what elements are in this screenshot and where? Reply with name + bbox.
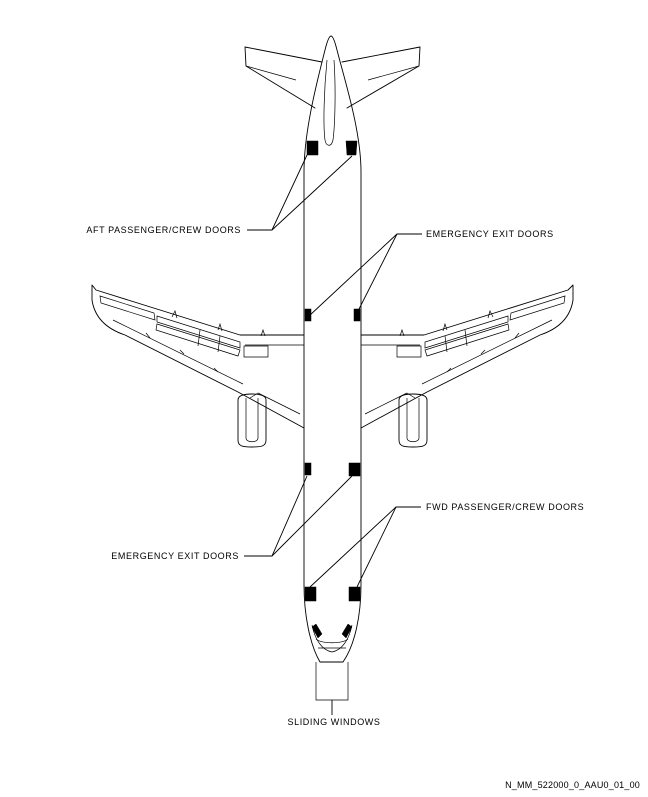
label-aft-passenger-crew-doors: AFT PASSENGER/CREW DOORS — [86, 225, 241, 235]
left-wing — [91, 284, 305, 429]
right-engine — [398, 393, 428, 448]
label-emergency-exit-doors-upper: EMERGENCY EXIT DOORS — [426, 229, 554, 239]
emergency-exit-upper-right — [353, 308, 361, 322]
fwd-door-right — [348, 586, 361, 602]
sliding-window-right — [341, 623, 353, 639]
aft-passenger-crew-doors — [306, 140, 358, 156]
fwd-door-left — [304, 586, 317, 602]
aft-door-right — [345, 140, 358, 156]
sliding-window-left — [311, 623, 323, 639]
emergency-exit-lower-right — [348, 462, 361, 477]
left-engine — [237, 393, 267, 448]
right-wing — [360, 284, 574, 429]
label-fwd-passenger-crew-doors: FWD PASSENGER/CREW DOORS — [426, 502, 584, 512]
aft-door-left — [306, 140, 319, 156]
drawing-reference-id: N_MM_522000_0_AAU0_01_00 — [505, 780, 640, 790]
leader-fwd-doors — [309, 506, 421, 588]
emergency-exit-lower-left — [304, 462, 312, 476]
horizontal-stabilizer-left — [244, 46, 323, 109]
sliding-windows — [311, 623, 353, 639]
label-sliding-windows: SLIDING WINDOWS — [287, 717, 380, 727]
fuselage — [303, 35, 362, 663]
emergency-exit-doors-lower — [304, 462, 361, 477]
emergency-exit-upper-left — [304, 308, 312, 322]
leader-emergency-exit-lower — [244, 475, 353, 557]
emergency-exit-doors-upper — [304, 308, 361, 322]
fwd-passenger-crew-doors — [304, 586, 361, 602]
horizontal-stabilizer-right — [341, 46, 421, 109]
leader-aft-doors — [247, 154, 353, 231]
label-emergency-exit-doors-lower: EMERGENCY EXIT DOORS — [111, 551, 239, 561]
leader-emergency-exit-upper — [308, 233, 422, 317]
